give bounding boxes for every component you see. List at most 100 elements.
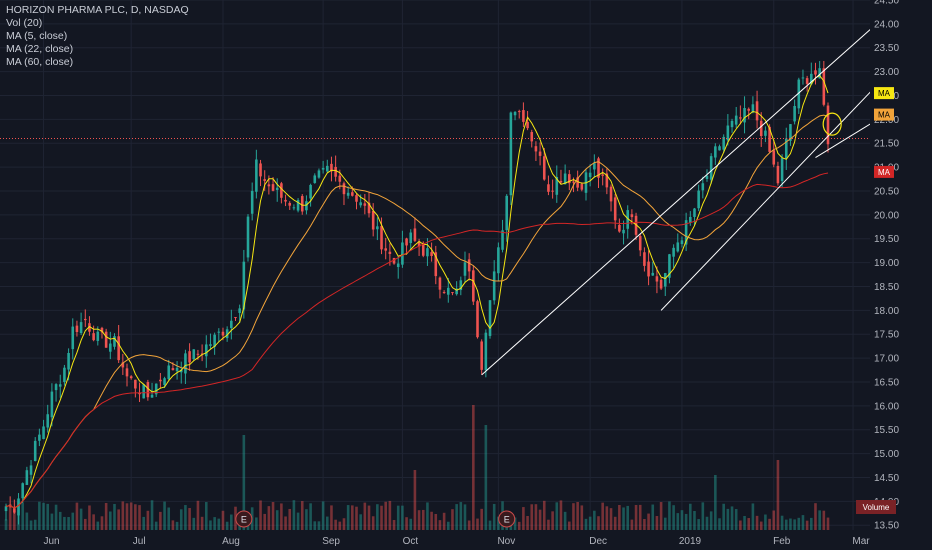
volume-bar <box>463 504 467 530</box>
x-tick-label: Jun <box>43 536 59 547</box>
candle-body <box>576 177 579 188</box>
volume-bar <box>13 511 16 530</box>
candle-body <box>810 73 813 85</box>
volume-bar <box>209 520 212 530</box>
candle-body <box>609 186 613 202</box>
candle-body <box>722 136 725 150</box>
candle-body <box>4 506 8 512</box>
candle-body <box>784 138 788 159</box>
trendline[interactable] <box>660 87 875 311</box>
candle-body <box>54 384 58 391</box>
candle-body <box>563 173 567 185</box>
candle-body <box>497 247 500 274</box>
volume-bar <box>597 516 600 530</box>
volume-bar <box>822 510 826 530</box>
volume-bar <box>21 502 24 530</box>
volume-bar <box>772 510 776 530</box>
volume-bar <box>242 435 246 530</box>
candle-body <box>167 365 171 380</box>
volume-bar <box>29 520 33 530</box>
candle-body <box>267 184 271 187</box>
volume-bar <box>192 517 196 530</box>
ma-price-tag <box>874 108 894 121</box>
volume-bar <box>8 505 12 530</box>
volume-bar <box>605 506 609 530</box>
trendline[interactable] <box>815 121 875 158</box>
candle-body <box>555 176 559 195</box>
volume-bar <box>659 502 663 530</box>
x-tick-label: Jul <box>133 536 146 547</box>
legend-ma5[interactable]: MA (5, close) <box>6 30 68 42</box>
volume-bar <box>559 500 563 530</box>
legend-ma60[interactable]: MA (60, close) <box>6 56 74 68</box>
y-tick-label: 24.00 <box>874 19 899 30</box>
candle-body <box>42 426 45 440</box>
candle-body <box>25 470 29 485</box>
y-tick-label: 15.50 <box>874 425 899 436</box>
earnings-marker[interactable] <box>498 510 516 528</box>
candle-body <box>438 277 442 290</box>
volume-bar <box>455 504 458 530</box>
earnings-marker[interactable] <box>235 510 253 528</box>
trendline[interactable] <box>481 25 875 376</box>
volume-bar <box>175 521 179 530</box>
volume-bar <box>555 502 559 530</box>
volume-bar <box>134 504 137 530</box>
volume-bar <box>442 512 446 530</box>
volume-bar <box>655 516 659 530</box>
candle-body <box>367 202 371 214</box>
candle-body <box>626 210 630 229</box>
candle-body <box>793 105 796 122</box>
volume-bar <box>497 516 500 530</box>
candle-body <box>29 465 33 475</box>
volume-bar <box>154 521 158 530</box>
candle-body <box>138 393 141 395</box>
volume-bar <box>801 515 805 530</box>
candle-body <box>21 483 24 499</box>
volume-bar <box>255 517 258 530</box>
candle-body <box>83 318 87 321</box>
candle-body <box>188 351 191 363</box>
volume-bar <box>355 506 358 530</box>
volume-bar <box>676 513 680 530</box>
volume-bar <box>601 502 604 530</box>
volume-bar <box>38 501 41 530</box>
legend-ma22[interactable]: MA (22, close) <box>6 43 74 55</box>
candle-body <box>380 226 383 250</box>
candle-body <box>513 111 517 116</box>
volume-bar <box>630 519 634 530</box>
candle-body <box>250 190 254 214</box>
volume-bar <box>776 460 780 530</box>
trendlines[interactable] <box>0 25 875 376</box>
volume-bar <box>300 501 304 530</box>
candle-body <box>814 70 817 75</box>
volume-bar <box>438 520 442 530</box>
candle-body <box>459 280 463 291</box>
candle-body <box>709 156 713 180</box>
volume-bar <box>146 510 150 530</box>
volume-bar <box>117 509 120 530</box>
legend-vol[interactable]: Vol (20) <box>6 17 43 29</box>
volume-bar <box>188 508 191 530</box>
volume-bar <box>814 503 817 530</box>
candle-body <box>305 201 308 211</box>
ma-price-tag <box>874 87 894 100</box>
candle-body <box>146 382 150 398</box>
candle-body <box>317 170 321 178</box>
y-tick-label: 24.50 <box>874 0 899 7</box>
volume-bar <box>542 500 546 530</box>
y-tick-label: 20.50 <box>874 186 899 197</box>
volume-bar <box>104 502 108 530</box>
y-tick-label: 15.00 <box>874 449 899 460</box>
candle-body <box>409 232 413 244</box>
volume-bar <box>121 501 125 530</box>
volume-bar <box>426 502 429 530</box>
candle-body <box>392 257 396 264</box>
volume-bar <box>271 502 275 530</box>
y-tick-label: 19.00 <box>874 258 899 269</box>
volume-bars <box>4 405 830 530</box>
y-tick-label: 20.00 <box>874 210 899 221</box>
volume-bar <box>430 511 433 530</box>
circle-annotation[interactable] <box>822 112 842 136</box>
